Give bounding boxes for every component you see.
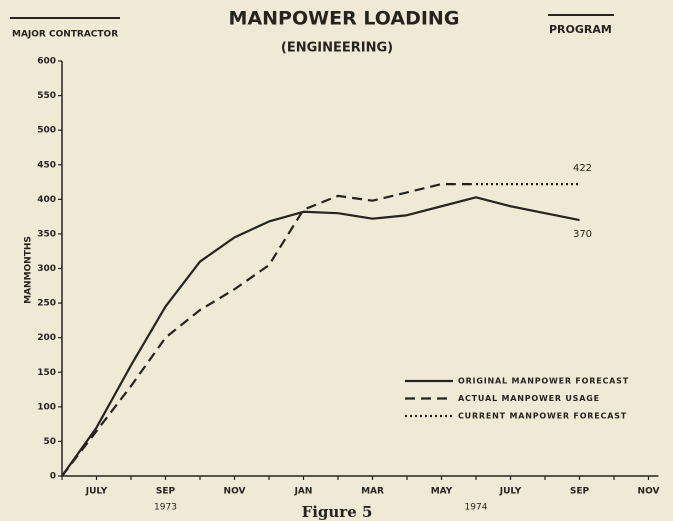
legend-label: ACTUAL MANPOWER USAGE: [458, 394, 600, 403]
year-label: 1973: [154, 503, 177, 513]
y-tick-label: 400: [37, 195, 56, 205]
x-tick-label: JULY: [499, 487, 522, 497]
x-tick-label: SEP: [156, 487, 176, 497]
chart-subtitle: (ENGINEERING): [281, 41, 393, 56]
y-tick-label: 150: [37, 368, 56, 378]
year-label: 1974: [465, 503, 488, 513]
y-tick-label: 0: [50, 472, 56, 482]
x-tick-label: SEP: [570, 487, 590, 497]
chart-title: MANPOWER LOADING: [229, 8, 460, 30]
y-tick-label: 300: [37, 264, 56, 274]
header-left: MAJOR CONTRACTOR: [12, 30, 118, 40]
annotation: 422: [573, 163, 592, 174]
y-tick-label: 550: [37, 91, 56, 101]
x-tick-label: MAR: [361, 487, 384, 497]
x-tick-label: NOV: [638, 487, 660, 497]
series-line: [61, 183, 476, 477]
x-tick-label: MAY: [431, 487, 453, 497]
x-tick-label: NOV: [224, 487, 246, 497]
caption: Figure 5: [302, 503, 373, 521]
legend-label: CURRENT MANPOWER FORECAST: [458, 412, 627, 421]
x-tick-label: JULY: [85, 487, 108, 497]
y-tick-label: 250: [37, 299, 56, 309]
y-tick-label: 450: [37, 160, 56, 170]
series-line: [61, 196, 580, 477]
y-tick-label: 500: [37, 126, 56, 136]
annotation: 370: [573, 229, 592, 240]
y-tick-label: 50: [43, 437, 56, 447]
x-tick-label: JAN: [294, 487, 313, 497]
y-tick-label: 350: [37, 229, 56, 239]
y-axis-label: MANMONTHS: [24, 236, 34, 304]
header-right: PROGRAM: [549, 23, 612, 36]
y-tick-label: 200: [37, 333, 56, 343]
legend-label: ORIGINAL MANPOWER FORECAST: [458, 377, 629, 386]
y-tick-label: 600: [37, 57, 56, 67]
y-tick-label: 100: [37, 402, 56, 412]
